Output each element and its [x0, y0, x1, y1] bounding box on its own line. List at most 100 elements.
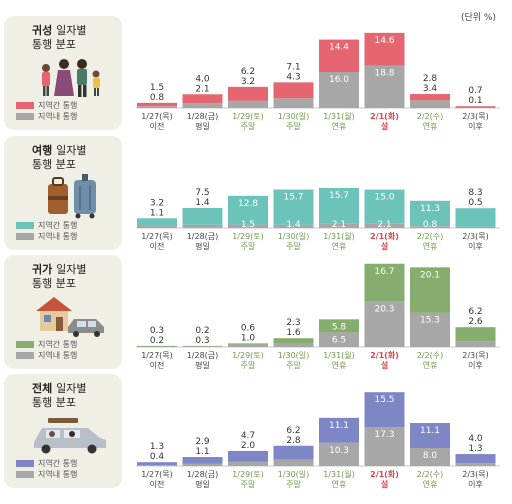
value-label-inter: 0.2 [195, 326, 209, 336]
legend-swatch [16, 352, 34, 359]
bar-inter [137, 345, 177, 347]
title-rest: 일자별 [56, 24, 87, 37]
panel-title: 여행 일자별 통행 분포 [32, 144, 116, 172]
legend-swatch [16, 341, 34, 348]
bar-intra [228, 100, 268, 108]
chart-travel: 3.21.11/27(목)이전7.51.41/28(금)평일1.512.81/2… [136, 187, 500, 251]
value-label-intra: 0.5 [468, 198, 482, 208]
chart-total: 1.30.41/27(목)이전2.91.11/28(금)평일4.72.01/29… [136, 392, 500, 489]
bar-intra [228, 461, 268, 466]
x-tick-label: 주말 [286, 122, 301, 131]
bar-inter [455, 327, 496, 342]
bar-intra [273, 343, 314, 347]
value-label-inter: 4.7 [241, 431, 255, 441]
value-label-inter: 4.0 [195, 74, 210, 84]
x-tick-date: 1/28(금) [187, 112, 219, 121]
house-car-icon [32, 291, 108, 341]
bar-intra [137, 225, 177, 228]
value-label-inter: 2.9 [195, 437, 210, 447]
value-label-intra: 1.5 [241, 220, 255, 230]
x-tick-date: 1/31(월) [323, 111, 355, 121]
value-label-inter: 20.1 [420, 270, 440, 280]
value-label-intra: 0.1 [468, 96, 482, 106]
value-label-intra: 16.0 [329, 75, 349, 85]
value-label-intra: 1.1 [195, 447, 209, 457]
value-label-intra: 2.1 [377, 220, 391, 230]
bar-intra [273, 98, 314, 108]
value-label-intra: 3.4 [423, 84, 438, 94]
x-tick-date: 1/28(금) [187, 232, 219, 241]
bar-inter [410, 94, 450, 101]
bar-intra [182, 224, 223, 228]
value-label-inter: 0.3 [150, 326, 164, 336]
x-tick-label: 주말 [286, 361, 301, 370]
x-tick-label: 주말 [241, 242, 256, 251]
legend-inter: 지역간 통행 [16, 458, 77, 469]
bar-inter [364, 263, 405, 302]
x-tick-label: 연휴 [332, 480, 347, 489]
value-label-inter: 0.6 [241, 323, 256, 333]
bar-intra [182, 103, 223, 108]
title-bold: 귀가 [32, 263, 53, 276]
panel-title: 귀가 일자별 통행 분포 [32, 263, 116, 291]
legend-swatch [16, 113, 34, 120]
bar-inter [455, 208, 496, 227]
x-tick-date: 1/29(토) [232, 351, 264, 360]
x-tick-date: 2/3(목) [462, 112, 488, 121]
value-label-inter: 11.1 [420, 426, 440, 436]
x-tick-label: 평일 [195, 479, 210, 489]
x-tick-date: 1/27(목) [141, 470, 173, 479]
value-label-inter: 6.2 [468, 307, 482, 317]
x-tick-date: 1/27(목) [141, 232, 173, 241]
x-tick-date: 2/1(화) [370, 350, 399, 360]
x-tick-label: 이후 [468, 360, 483, 370]
legend-swatch [16, 471, 34, 478]
x-tick-label: 연휴 [423, 242, 438, 251]
x-tick-date: 2/2(수) [417, 112, 443, 121]
x-tick-date: 2/2(수) [417, 470, 443, 479]
x-tick-label: 이후 [468, 479, 483, 489]
bar-inter [319, 187, 359, 224]
x-tick-date: 2/1(화) [370, 469, 399, 479]
bar-intra [455, 463, 496, 466]
value-label-intra: 3.2 [241, 77, 255, 87]
bar-inter [228, 86, 268, 101]
bar-intra [137, 465, 177, 466]
bar-inter [273, 82, 314, 99]
legend-swatch [16, 222, 34, 229]
bar-intra [455, 226, 496, 228]
value-label-intra: 1.0 [241, 333, 256, 343]
legend-label: 지역간 통행 [38, 340, 78, 349]
value-label-intra: 2.1 [332, 220, 346, 230]
bar-inter [319, 319, 359, 333]
x-tick-label: 연휴 [423, 122, 438, 131]
bar-inter [137, 462, 177, 466]
legend-label: 지역내 통행 [38, 470, 78, 479]
value-label-intra: 0.8 [423, 220, 438, 230]
value-label-intra: 2.1 [195, 84, 209, 94]
value-label-inter: 8.3 [468, 188, 482, 198]
value-label-intra: 1.4 [195, 198, 210, 208]
x-tick-date: 1/30(일) [278, 351, 310, 360]
bar-inter [228, 450, 268, 462]
x-tick-label: 설 [381, 479, 388, 489]
value-label-intra: 1.3 [468, 444, 482, 454]
value-label-intra: 2.6 [468, 317, 483, 327]
value-label-inter: 7.1 [286, 62, 300, 72]
legend: 지역간 통행 지역내 통행 [16, 100, 77, 122]
legend-swatch [16, 233, 34, 240]
bar-intra [364, 427, 405, 466]
value-label-inter: 3.2 [150, 198, 164, 208]
legend-inter: 지역간 통행 [16, 220, 77, 231]
bar-intra [273, 459, 314, 466]
bar-intra [319, 72, 359, 108]
x-tick-label: 연휴 [423, 361, 438, 370]
bar-inter [182, 94, 223, 104]
x-tick-label: 이전 [150, 360, 165, 370]
bar-inter [273, 189, 314, 225]
bar-inter [228, 195, 268, 225]
x-tick-label: 평일 [195, 241, 210, 251]
bar-intra [410, 100, 450, 108]
bar-inter [455, 106, 496, 108]
bar-inter [182, 207, 223, 225]
